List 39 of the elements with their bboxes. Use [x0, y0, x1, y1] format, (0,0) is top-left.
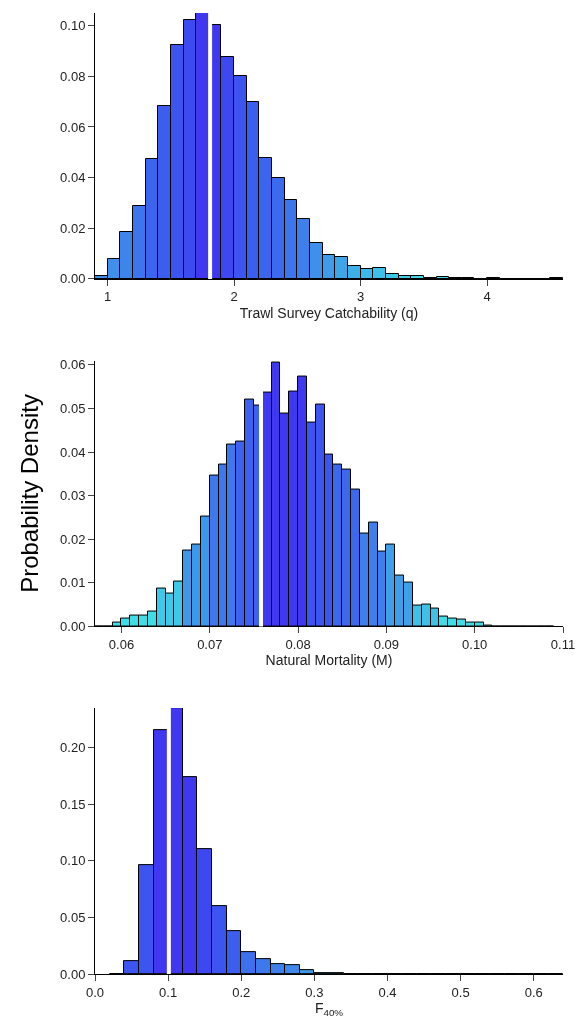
y-tick-label: 0.06 [60, 119, 86, 135]
y-tick-label: 0.04 [60, 444, 86, 460]
y-tick-label: 0.02 [60, 220, 86, 236]
x-tick-label: 0.09 [373, 637, 400, 653]
x-tick-label: 0.11 [550, 637, 576, 653]
y-tick-label: 0.05 [60, 401, 86, 417]
x-tick-label: 0.0 [85, 984, 105, 1000]
x-tick-label: 0.6 [524, 984, 543, 1000]
y-tick-label: 0.01 [60, 575, 86, 591]
y-tick-label: 0.00 [60, 618, 86, 634]
y-tick-label: 0.05 [60, 909, 86, 925]
x-axis-title: Trawl Survey Catchability (q) [239, 304, 419, 321]
y-axis-title: Probability Density [16, 394, 44, 593]
x-tick-label: 4 [483, 289, 491, 305]
y-tick-label: 0.15 [60, 796, 86, 812]
y-tick-label: 0.20 [60, 740, 86, 756]
x-tick-label: 0.4 [378, 984, 397, 1000]
x-tick-label: 0.06 [108, 637, 135, 653]
y-tick-label: 0.04 [60, 170, 86, 186]
y-tick-label: 0.02 [60, 531, 86, 547]
x-axis-title: F$_{40%}$ [314, 999, 344, 1018]
y-tick-label: 0.10 [60, 853, 86, 869]
x-tick-label: 0.3 [305, 984, 324, 1000]
x-tick-label: 0.5 [451, 984, 470, 1000]
y-tick-label: 0.00 [60, 966, 86, 982]
y-tick-label: 0.00 [60, 271, 86, 287]
x-tick-label: 3 [357, 289, 365, 305]
y-tick-label: 0.06 [60, 357, 86, 373]
y-tick-label: 0.03 [60, 488, 86, 504]
x-tick-label: 0.2 [232, 984, 251, 1000]
x-tick-label: 0.07 [197, 637, 223, 653]
x-tick-label: 0.1 [159, 984, 178, 1000]
y-tick-label: 0.08 [60, 68, 86, 84]
y-tick-label: 0.10 [60, 18, 86, 34]
x-tick-label: 2 [230, 289, 238, 305]
x-tick-label: 0.08 [285, 637, 311, 653]
x-tick-label: 0.10 [462, 637, 488, 653]
x-tick-label: 1 [104, 289, 112, 305]
x-axis-title: Natural Mortality (M) [265, 652, 393, 669]
